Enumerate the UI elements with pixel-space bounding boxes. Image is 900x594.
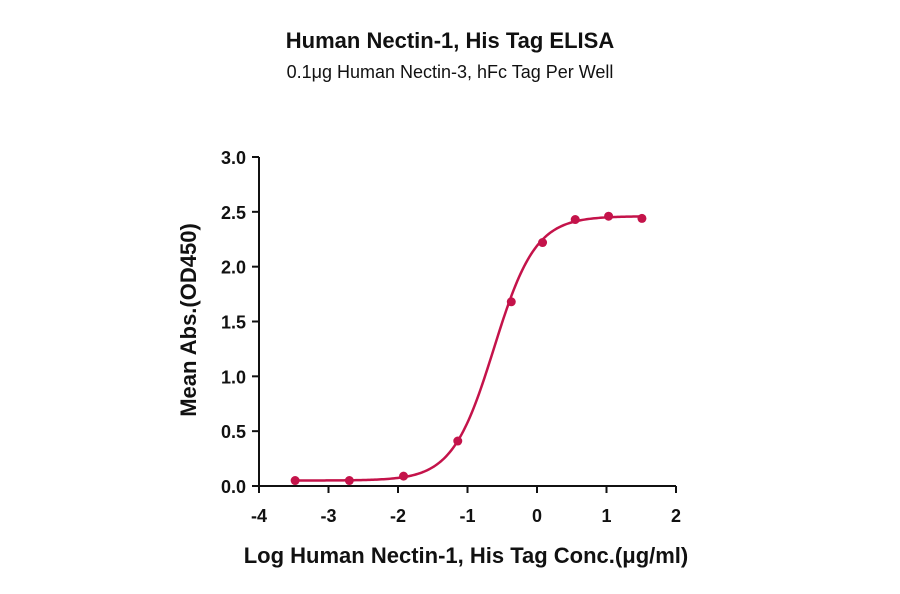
data-point: [344, 476, 354, 486]
x-tick-label: -1: [459, 506, 475, 526]
data-point: [604, 211, 614, 221]
y-axis-label: Mean Abs.(OD450): [176, 223, 201, 417]
fit-curve: [295, 215, 642, 482]
data-point: [290, 476, 300, 486]
y-tick-label: 2.5: [221, 203, 246, 223]
chart-title: Human Nectin-1, His Tag ELISA: [285, 28, 615, 53]
x-tick-label: 2: [671, 506, 681, 526]
x-tick-label: -3: [320, 506, 336, 526]
data-point: [637, 213, 647, 223]
x-tick-label: -4: [251, 506, 267, 526]
data-point: [399, 471, 409, 481]
x-tick-label: 1: [601, 506, 611, 526]
data-point: [538, 238, 548, 248]
y-tick-label: 0.5: [221, 422, 246, 442]
y-tick-label: 2.0: [221, 258, 246, 278]
axes: 0.0 0.5 1.0 1.5 2.0 2.5 3.0 -4 -3 -2 -1 0 1 2: [221, 148, 681, 526]
y-tick-label: 1.0: [221, 367, 246, 387]
x-axis-label: Log Human Nectin-1, His Tag Conc.(μg/ml): [244, 543, 689, 568]
data-point: [506, 297, 516, 307]
data-point: [570, 215, 580, 225]
data-point: [453, 436, 463, 446]
y-tick-label: 1.5: [221, 313, 246, 333]
y-tick-label: 0.0: [221, 477, 246, 497]
x-tick-label: 0: [532, 506, 542, 526]
chart-subtitle: 0.1μg Human Nectin-3, hFc Tag Per Well: [286, 62, 614, 82]
x-tick-label: -2: [390, 506, 406, 526]
data-points: [290, 211, 647, 486]
y-tick-label: 3.0: [221, 148, 246, 168]
